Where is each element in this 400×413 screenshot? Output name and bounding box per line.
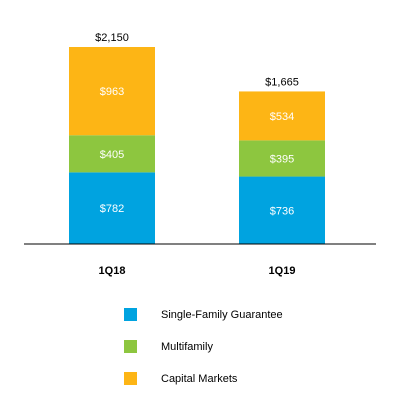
bar-segment — [69, 172, 155, 244]
bar-segment — [239, 176, 325, 244]
bars-layer: $782 $405 $963 $2,150 $736 $395 $534 $1,665 — [69, 32, 325, 244]
data-label: $395 — [270, 153, 294, 165]
x-tick-labels: 1Q18 1Q19 — [99, 265, 296, 277]
data-label: $782 — [100, 203, 124, 215]
legend-entry: Single-Family Guarantee — [161, 309, 283, 321]
legend-swatch — [124, 308, 137, 321]
x-tick-label: 1Q19 — [269, 265, 296, 277]
bar-segment — [239, 140, 325, 177]
legend-entry: Capital Markets — [161, 373, 238, 385]
bar-segment — [69, 47, 155, 136]
bar-segment — [239, 91, 325, 141]
data-label: $736 — [270, 205, 294, 217]
total-label: $1,665 — [265, 76, 299, 88]
data-label: $405 — [100, 149, 124, 161]
legend: Single-Family Guarantee Multifamily Capita… — [124, 308, 283, 385]
legend-entry: Multifamily — [161, 341, 213, 353]
legend-swatch — [124, 340, 137, 353]
legend-swatch — [124, 372, 137, 385]
x-tick-label: 1Q18 — [99, 265, 126, 277]
bar-segment — [69, 135, 155, 173]
data-label: $963 — [100, 86, 124, 98]
total-label: $2,150 — [95, 32, 129, 44]
data-label: $534 — [270, 111, 294, 123]
